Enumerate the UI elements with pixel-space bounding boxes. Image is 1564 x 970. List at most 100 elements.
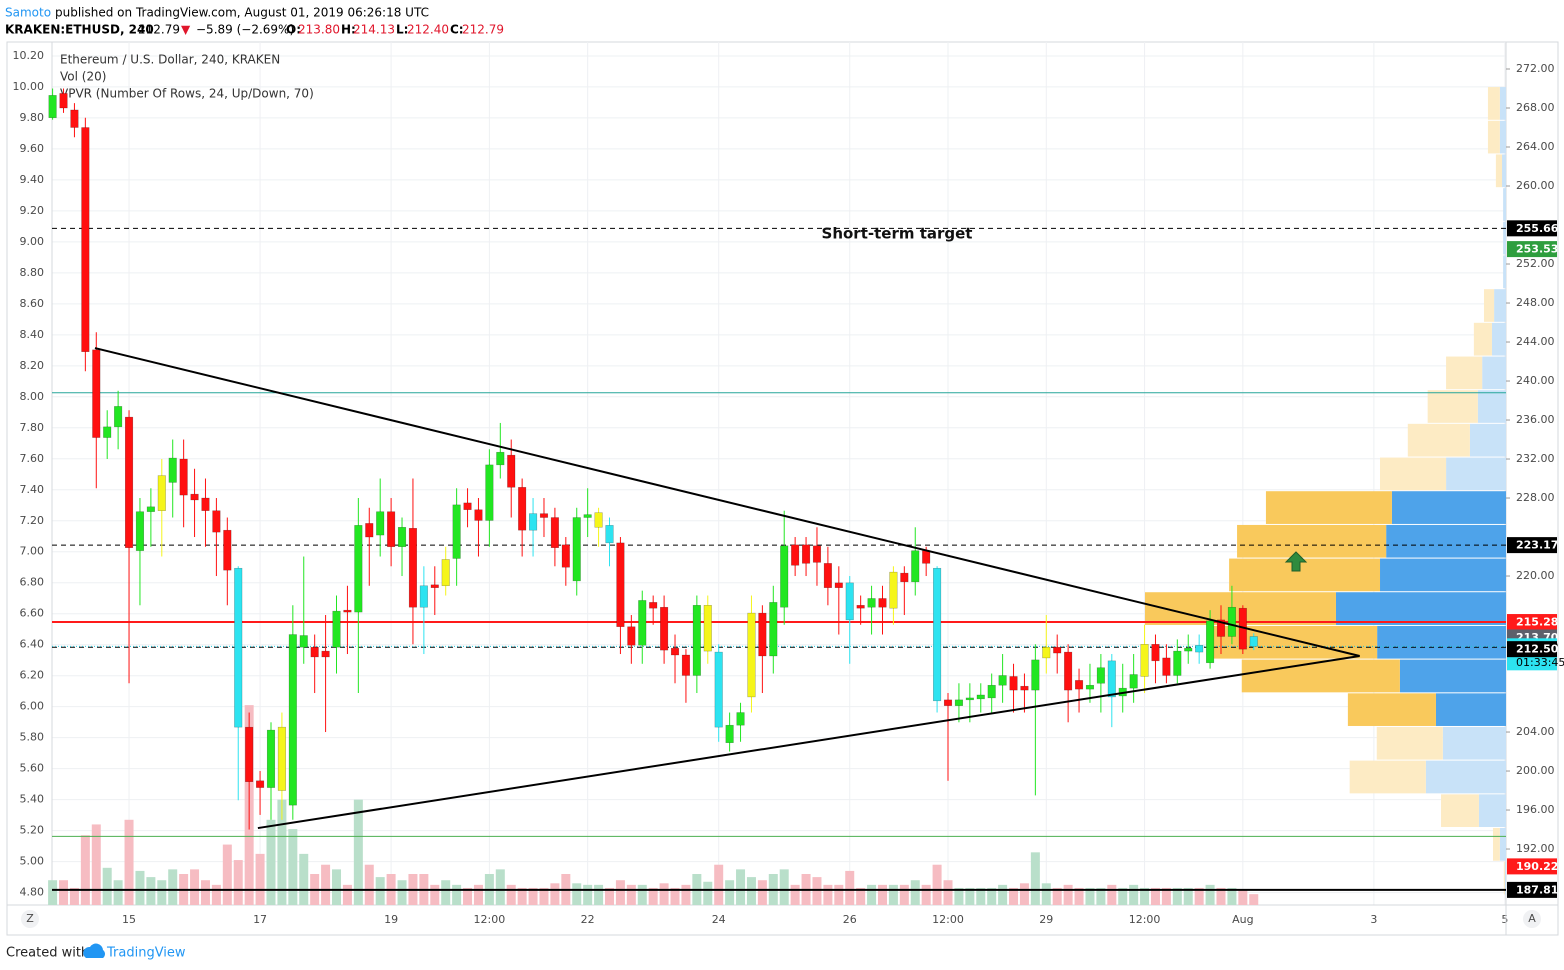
- y2-tick-label: 9.40: [20, 173, 45, 186]
- candle-body: [681, 654, 690, 676]
- volume-bar: [877, 884, 887, 905]
- vpvr-up: [1386, 524, 1506, 558]
- candle-body: [310, 646, 319, 658]
- price-label-box: [1507, 537, 1557, 554]
- y-tick-label: 264.00: [1516, 140, 1555, 153]
- volume-bar: [899, 884, 909, 905]
- volume-bar: [1118, 887, 1128, 905]
- volume-bar: [1129, 884, 1139, 905]
- candle-body: [550, 517, 559, 548]
- x-tick-label: 12:00: [1129, 913, 1161, 926]
- y-tick-label: 232.00: [1516, 452, 1555, 465]
- volume-bar: [1140, 887, 1150, 905]
- price-label: 255.66: [1516, 222, 1559, 235]
- volume-bar: [463, 887, 473, 905]
- volume-bar: [124, 819, 134, 905]
- vpvr-down: [1349, 760, 1426, 794]
- volume-bar: [299, 853, 309, 905]
- price-label: 187.81: [1516, 883, 1558, 896]
- volume-bar: [1161, 887, 1171, 905]
- candle-body: [900, 572, 909, 583]
- volume-bar: [102, 867, 112, 905]
- layer: 255.66253.53223.17215.28213.70212.7901:3…: [48, 88, 1564, 898]
- vpvr-up: [1425, 760, 1506, 794]
- vpvr-down: [1237, 524, 1387, 558]
- vpvr-up: [1503, 188, 1506, 221]
- candle-body: [1227, 606, 1236, 637]
- vpvr-down: [1487, 87, 1500, 120]
- button-label[interactable]: A: [1528, 912, 1536, 925]
- candle-body: [1064, 651, 1073, 691]
- candle-body: [179, 458, 188, 496]
- candle-body: [1173, 650, 1182, 676]
- candle-body: [299, 635, 308, 648]
- price-label-box: [1507, 614, 1557, 631]
- candle-body: [736, 712, 745, 726]
- volume-bar: [190, 869, 200, 905]
- candle-body: [627, 626, 636, 646]
- vpvr-down: [1503, 861, 1505, 895]
- y2-tick-label: 5.80: [20, 731, 45, 744]
- y-tick-label: 220.00: [1516, 569, 1555, 582]
- candle-body: [288, 634, 297, 806]
- y2-tick-label: 5.20: [20, 824, 45, 837]
- button[interactable]: [1523, 910, 1541, 928]
- candle-body: [496, 451, 505, 466]
- y2-tick-label: 8.60: [20, 297, 45, 310]
- candle-body: [670, 647, 680, 656]
- candle-body: [343, 609, 352, 613]
- candle-body: [703, 605, 712, 652]
- vpvr-down: [1483, 289, 1495, 322]
- candle-body: [791, 544, 800, 566]
- y-tick-label: 236.00: [1516, 413, 1555, 426]
- candle-body: [954, 699, 963, 706]
- y2-tick-label: 10.20: [13, 49, 45, 62]
- brand[interactable]: TradingView: [106, 946, 186, 961]
- y2-tick-label: 7.00: [20, 545, 45, 558]
- vpvr-up: [1435, 693, 1506, 726]
- button[interactable]: [21, 910, 39, 928]
- volume-bar: [135, 870, 145, 905]
- volume-bar: [856, 887, 866, 905]
- x-tick-label: 17: [253, 913, 267, 926]
- candle-body: [1140, 644, 1149, 677]
- chart-frame: [6, 41, 1559, 936]
- candle-body: [190, 493, 199, 501]
- vpvr-down: [1441, 794, 1479, 827]
- volume-bar: [1172, 887, 1182, 905]
- volume-bar: [1238, 889, 1248, 905]
- volume-bar: [452, 884, 462, 905]
- x-tick-label: 24: [712, 913, 726, 926]
- y2-tick-label: 5.40: [20, 793, 45, 806]
- candle-body: [507, 454, 516, 488]
- volume-bar: [867, 884, 877, 905]
- volume-bar: [998, 884, 1008, 905]
- x-tick-label: 12:00: [932, 913, 964, 926]
- volume-bar: [1096, 887, 1106, 905]
- button-label[interactable]: Z: [26, 912, 34, 925]
- volume-bar: [277, 799, 287, 905]
- candle-body: [1053, 646, 1062, 654]
- volume-bar: [342, 884, 352, 905]
- candle-body: [572, 517, 581, 582]
- candle-body: [1107, 660, 1116, 698]
- volume-bar: [943, 880, 953, 905]
- volume-bar: [1107, 884, 1117, 905]
- volume-bar: [430, 884, 440, 905]
- candle-body: [823, 563, 832, 588]
- candle-body: [365, 523, 374, 538]
- candle-body: [135, 511, 145, 551]
- candle-body: [1206, 620, 1215, 664]
- candle-body: [714, 651, 723, 728]
- vpvr-up: [1499, 87, 1506, 120]
- price-label-box: [1507, 220, 1557, 237]
- candle-body: [769, 602, 778, 657]
- candle-body: [157, 475, 166, 511]
- candle-body: [1184, 647, 1193, 652]
- countdown-box: [1507, 654, 1557, 671]
- author[interactable]: Samoto: [5, 6, 51, 20]
- y2-tick-label: 7.40: [20, 483, 45, 496]
- volume-bar: [976, 887, 986, 905]
- vpvr-down: [1495, 154, 1503, 188]
- ohlc-value: 213.80: [298, 23, 340, 37]
